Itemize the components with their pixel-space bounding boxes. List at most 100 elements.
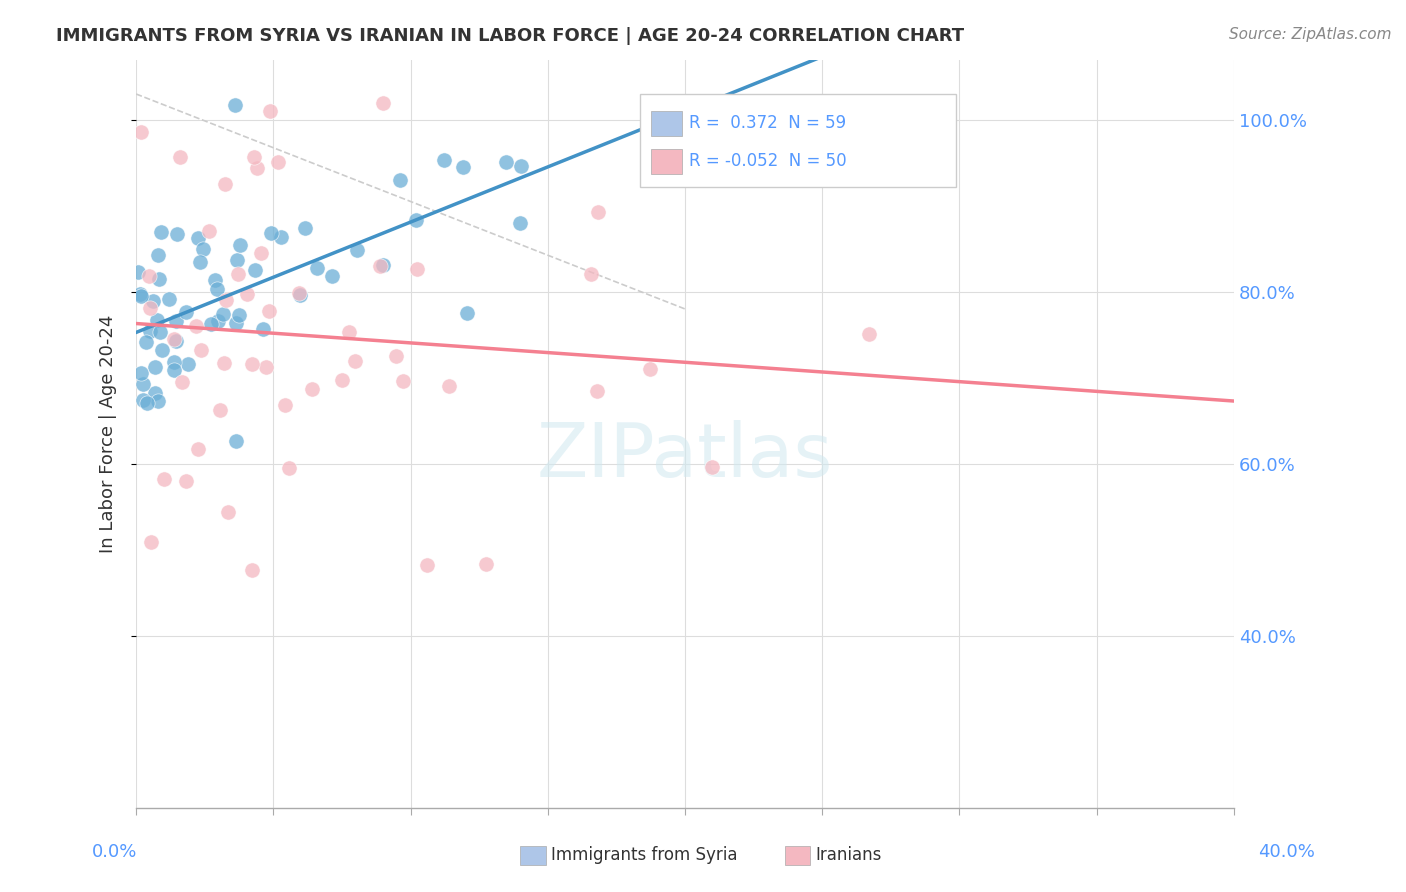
Point xyxy=(700,460,723,475)
Point xyxy=(187,442,209,457)
Point xyxy=(433,153,456,167)
Point xyxy=(391,374,413,388)
Point xyxy=(129,124,152,138)
Point xyxy=(245,262,267,277)
Point xyxy=(579,267,602,281)
Y-axis label: In Labor Force | Age 20-24: In Labor Force | Age 20-24 xyxy=(100,314,117,553)
Text: ZIPatlas: ZIPatlas xyxy=(537,419,834,492)
Point xyxy=(205,282,228,296)
Point xyxy=(188,255,211,269)
Point xyxy=(508,216,530,230)
Text: Iranians: Iranians xyxy=(815,847,882,864)
Point xyxy=(152,472,174,486)
Point xyxy=(228,267,250,281)
Point xyxy=(405,213,427,227)
Point xyxy=(638,362,661,376)
Point xyxy=(301,382,323,396)
Point xyxy=(858,327,880,342)
Point xyxy=(270,229,292,244)
Point xyxy=(343,354,366,368)
Point xyxy=(229,238,252,252)
Point xyxy=(384,349,406,363)
Text: R =  0.372  N = 59: R = 0.372 N = 59 xyxy=(689,114,846,132)
Point xyxy=(307,260,329,275)
Text: Immigrants from Syria: Immigrants from Syria xyxy=(551,847,738,864)
Point xyxy=(169,150,191,164)
Point xyxy=(406,261,429,276)
Point xyxy=(226,253,249,268)
Point xyxy=(257,304,280,318)
Point xyxy=(456,306,478,320)
Point xyxy=(139,301,162,315)
Point xyxy=(142,294,165,309)
Point xyxy=(225,434,247,449)
Point xyxy=(228,308,250,322)
Point xyxy=(388,172,411,186)
Point xyxy=(146,393,169,408)
Point xyxy=(129,289,152,303)
Point xyxy=(129,286,152,301)
Point xyxy=(149,225,172,239)
Point xyxy=(131,377,153,392)
Text: 0.0%: 0.0% xyxy=(91,843,136,861)
Text: 40.0%: 40.0% xyxy=(1258,843,1315,861)
Point xyxy=(186,318,208,333)
Point xyxy=(190,343,212,357)
Point xyxy=(225,316,247,330)
Point xyxy=(191,242,214,256)
Point xyxy=(143,385,166,400)
Point xyxy=(330,373,353,387)
Point xyxy=(288,287,311,301)
Point xyxy=(288,285,311,300)
Point xyxy=(224,98,246,112)
Point xyxy=(267,154,290,169)
Point xyxy=(163,355,186,369)
Point xyxy=(212,355,235,369)
Point xyxy=(495,155,517,169)
Point xyxy=(214,177,236,191)
Point xyxy=(150,343,173,357)
Point xyxy=(451,161,474,175)
Point xyxy=(165,314,187,328)
Point xyxy=(249,245,271,260)
Point xyxy=(337,325,360,339)
Point xyxy=(212,307,235,321)
Point xyxy=(252,322,274,336)
Point xyxy=(163,362,186,376)
Text: IMMIGRANTS FROM SYRIA VS IRANIAN IN LABOR FORCE | AGE 20-24 CORRELATION CHART: IMMIGRANTS FROM SYRIA VS IRANIAN IN LABO… xyxy=(56,27,965,45)
Point xyxy=(139,324,162,338)
Point xyxy=(585,384,607,399)
Point xyxy=(148,248,170,262)
Point xyxy=(136,396,159,410)
Point xyxy=(246,161,269,175)
Point xyxy=(127,265,149,279)
Point xyxy=(243,150,266,164)
Point xyxy=(187,231,209,245)
Point xyxy=(197,224,219,238)
Point xyxy=(236,287,259,301)
Point xyxy=(172,375,194,389)
Point xyxy=(204,273,226,287)
Point xyxy=(149,325,172,339)
Point xyxy=(346,243,368,257)
Point xyxy=(321,268,343,283)
Point xyxy=(416,558,439,572)
Point xyxy=(135,334,157,349)
Point xyxy=(586,204,609,219)
Point xyxy=(207,314,229,328)
Point xyxy=(214,293,236,307)
Point xyxy=(474,558,496,572)
Point xyxy=(509,159,531,173)
Point xyxy=(240,563,263,577)
Point xyxy=(132,392,155,407)
Point xyxy=(373,259,395,273)
Point xyxy=(138,268,160,283)
Point xyxy=(260,226,283,240)
Point xyxy=(174,305,197,319)
Point xyxy=(437,379,460,393)
Point xyxy=(131,366,153,380)
Point xyxy=(176,475,198,489)
Point xyxy=(240,357,263,371)
Point xyxy=(294,221,316,235)
Point xyxy=(217,505,239,519)
